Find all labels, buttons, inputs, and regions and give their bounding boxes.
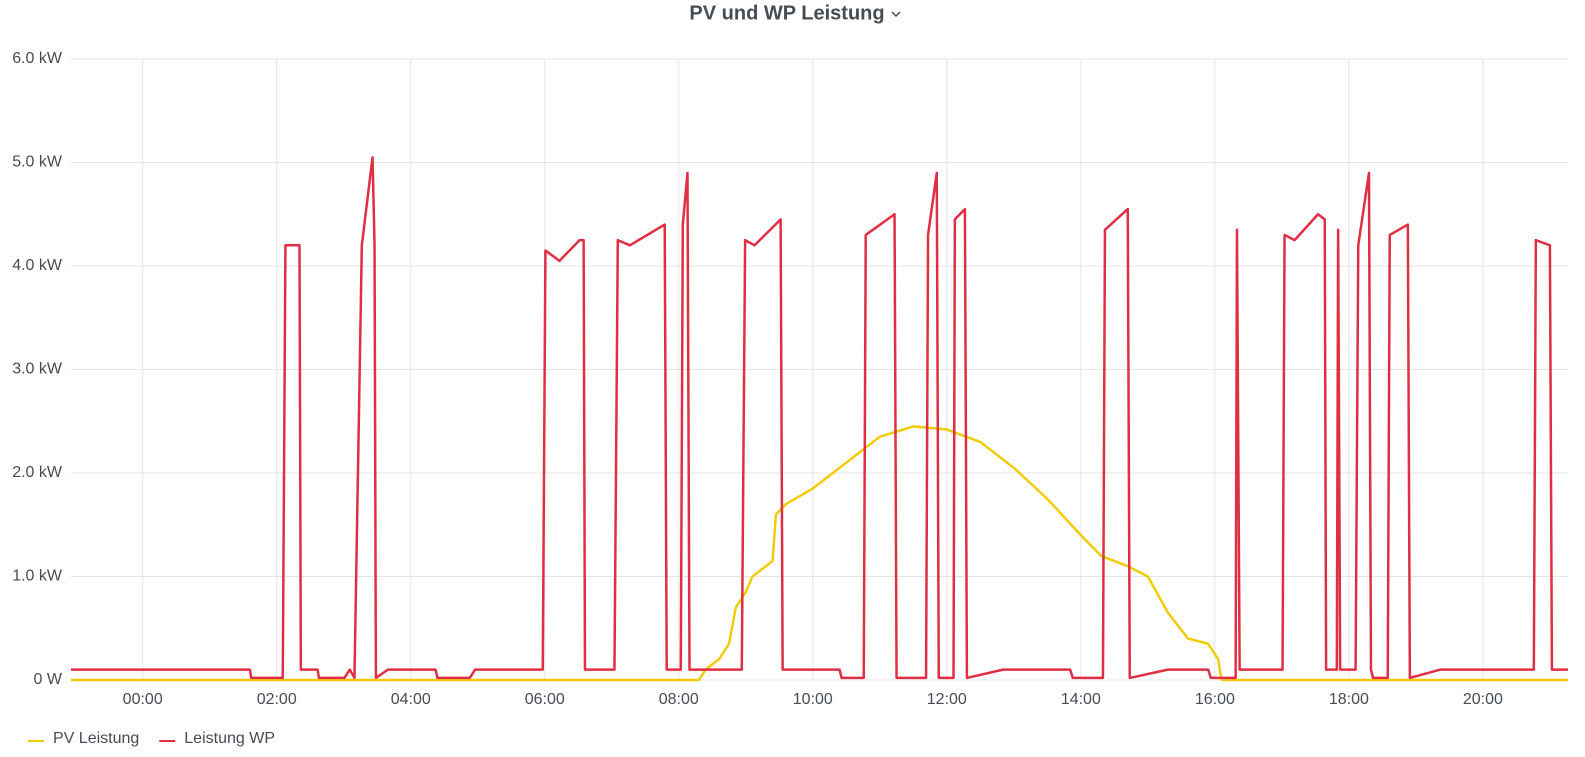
x-tick-label: 08:00 (659, 691, 699, 708)
x-tick-label: 14:00 (1061, 691, 1101, 708)
x-tick-label: 06:00 (525, 691, 565, 708)
x-tick-label: 02:00 (257, 691, 297, 708)
x-tick-label: 12:00 (927, 691, 967, 708)
x-tick-label: 16:00 (1195, 691, 1235, 708)
legend-label[interactable]: PV Leistung (53, 730, 139, 747)
y-tick-label: 2.0 kW (12, 464, 63, 481)
y-tick-label: 3.0 kW (12, 361, 63, 378)
y-tick-label: 0 W (34, 671, 63, 688)
x-tick-label: 10:00 (793, 691, 833, 708)
legend: PV Leistung Leistung WP (28, 730, 275, 747)
title-menu-chevron[interactable] (891, 11, 901, 18)
y-tick-label: 6.0 kW (12, 50, 63, 67)
x-tick-label: 04:00 (391, 691, 431, 708)
y-tick-label: 1.0 kW (12, 568, 63, 585)
grid: 0 W 1.0 kW 2.0 kW 3.0 kW 4.0 kW 5.0 kW 6.0 kW 0… (12, 50, 1568, 708)
x-tick-label: 18:00 (1329, 691, 1369, 708)
legend-label[interactable]: Leistung WP (184, 730, 275, 747)
chart-title: PV und WP Leistung (689, 2, 884, 24)
series-line (71, 156, 1568, 680)
series-line (71, 425, 1568, 682)
x-tick-label: 20:00 (1463, 691, 1503, 708)
y-tick-label: 4.0 kW (12, 257, 63, 274)
y-tick-label: 5.0 kW (12, 154, 63, 171)
x-tick-label: 00:00 (123, 691, 163, 708)
plot-lines (71, 156, 1568, 682)
